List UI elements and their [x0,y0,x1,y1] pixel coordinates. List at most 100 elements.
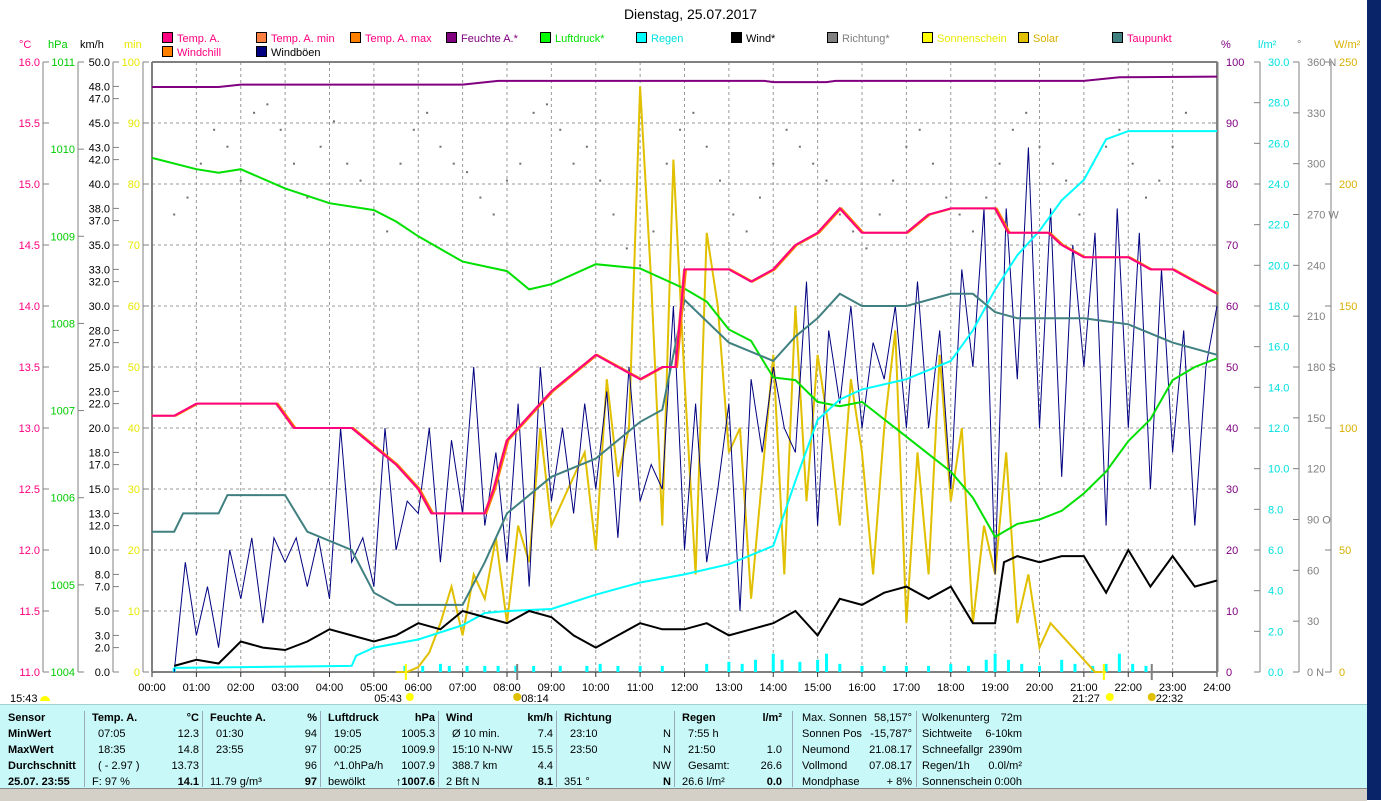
y-tick-label-wind: 17.0 [89,460,110,472]
rain-rate-bar [1144,665,1148,672]
y-tick-label-wind: 13.0 [89,508,110,520]
rain-row-value: 1.0 [766,744,782,756]
direction-point [878,213,881,216]
y-tick-label-minutes: 50 [128,362,140,374]
y-tick-label-wind: 7.0 [95,582,110,594]
legend-label: Windböen [271,47,321,59]
astro-value: -15,787° [870,728,912,740]
direction-point [812,162,815,165]
direction-point [266,103,269,106]
rain-rate-bar [860,665,864,672]
y-tick-label-humidity: 90 [1226,118,1238,130]
direction-point [572,162,575,165]
rain-rate-bar [660,665,664,672]
astro-value: 58,157° [873,712,912,724]
direction-row-label: 351 ° [564,776,590,788]
y-tick-label-rain: 6.0 [1268,545,1283,557]
y-tick-label-rain: 16.0 [1268,342,1289,354]
direction-point [492,213,495,216]
column-divider [202,711,203,787]
temp-row-label: F: 97 % [92,776,130,788]
y-tick-label-humidity: 80 [1226,179,1238,191]
direction-point [346,162,349,165]
y-tick-label-solar: 50 [1339,545,1351,557]
y-tick-label-pressure: 1009 [51,231,75,243]
temp-row-value: 12.3 [177,728,199,740]
legend-label: Temp. A. max [365,33,432,45]
direction-point [173,213,176,216]
y-tick-label-solar: 150 [1339,301,1357,313]
direction-point [426,111,429,114]
direction-point [758,196,761,199]
direction-row-value: N [663,728,671,740]
legend-label: Temp. A. [177,33,220,45]
y-tick-label-temp: 13.0 [19,423,40,435]
humidity-row-value: 97 [304,776,317,788]
series-temp-a [152,206,1218,515]
x-tick-label: 05:00 [360,682,388,694]
y-tick-label-temp: 16.0 [19,57,40,69]
y-tick-label-wind: 3.0 [95,630,110,642]
legend-label: Temp. A. min [271,33,335,45]
axis-unit-pressure: hPa [48,39,68,51]
rain-rate-bar [465,665,469,672]
legend-swatch [162,32,173,43]
direction-point [785,128,788,131]
y-tick-label-humidity: 20 [1226,545,1238,557]
y-tick-label-wind: 28.0 [89,325,110,337]
rain-rate-bar [993,653,997,672]
legend-label: Feuchte A.* [461,33,518,45]
astro-label: Vollmond [802,760,848,772]
y-tick-label-solar: 0 [1339,667,1345,679]
misc-value: 72m [1000,712,1022,724]
rain-header: Regen [682,712,716,724]
direction-point [625,247,628,250]
rain-rate-bar [816,659,820,672]
temp-row-label: 07:05 [98,728,126,740]
direction-point [452,162,455,165]
x-tick-label: 08:00 [493,682,521,694]
direction-point [306,196,309,199]
misc-value: 2390m [988,744,1022,756]
icon-sunrise [405,693,414,701]
rain-rate-bar [771,653,775,672]
legend-swatch [731,32,742,43]
column-divider [916,711,917,787]
y-tick-label-minutes: 100 [122,57,140,69]
x-tick-label: 13:00 [715,682,743,694]
x-tick-label: 22:00 [1114,682,1142,694]
pressure-row-value: 1007.9 [401,760,435,772]
sensor-row-label: 25.07. 23:55 [8,776,70,788]
y-tick-label-minutes: 80 [128,179,140,191]
x-tick-label: 00:00 [138,682,166,694]
column-divider [556,711,557,787]
misc-value: 6-10km [985,728,1022,740]
y-tick-label-rain: 18.0 [1268,301,1289,313]
y-tick-label-wind: 20.0 [89,423,110,435]
series-regen [174,130,1217,669]
rain-row-label: 26.6 l/m² [682,776,725,788]
legend-item: Solar [1018,32,1059,45]
legend-label: Solar [1033,33,1059,45]
humidity-row-value: 97 [304,744,317,756]
y-tick-label-pressure: 1008 [51,318,75,330]
rain-rate-bar [438,663,442,672]
legend-item: Temp. A. [162,32,220,45]
y-tick-label-minutes: 70 [128,240,140,252]
misc-label: Regen/1h [922,760,970,772]
rain-row-label: 7:55 h [688,728,719,740]
axis-unit-temp: °C [19,39,32,51]
y-tick-label-rain: 12.0 [1268,423,1289,435]
legend-item: Luftdruck* [540,32,605,45]
rain-row-label: 21:50 [688,744,716,756]
y-tick-label-temp: 12.0 [19,545,40,557]
direction-point [985,196,988,199]
astro-label: Max. Sonnen [802,712,867,724]
direction-point [1051,162,1054,165]
rain-rate-bar [585,665,589,672]
y-tick-label-minutes: 0 [134,667,140,679]
humidity-row-label: 11.79 g/m³ [210,776,262,788]
wind-row-value: 4.4 [537,760,553,772]
direction-point [692,111,695,114]
direction-point [559,128,562,131]
